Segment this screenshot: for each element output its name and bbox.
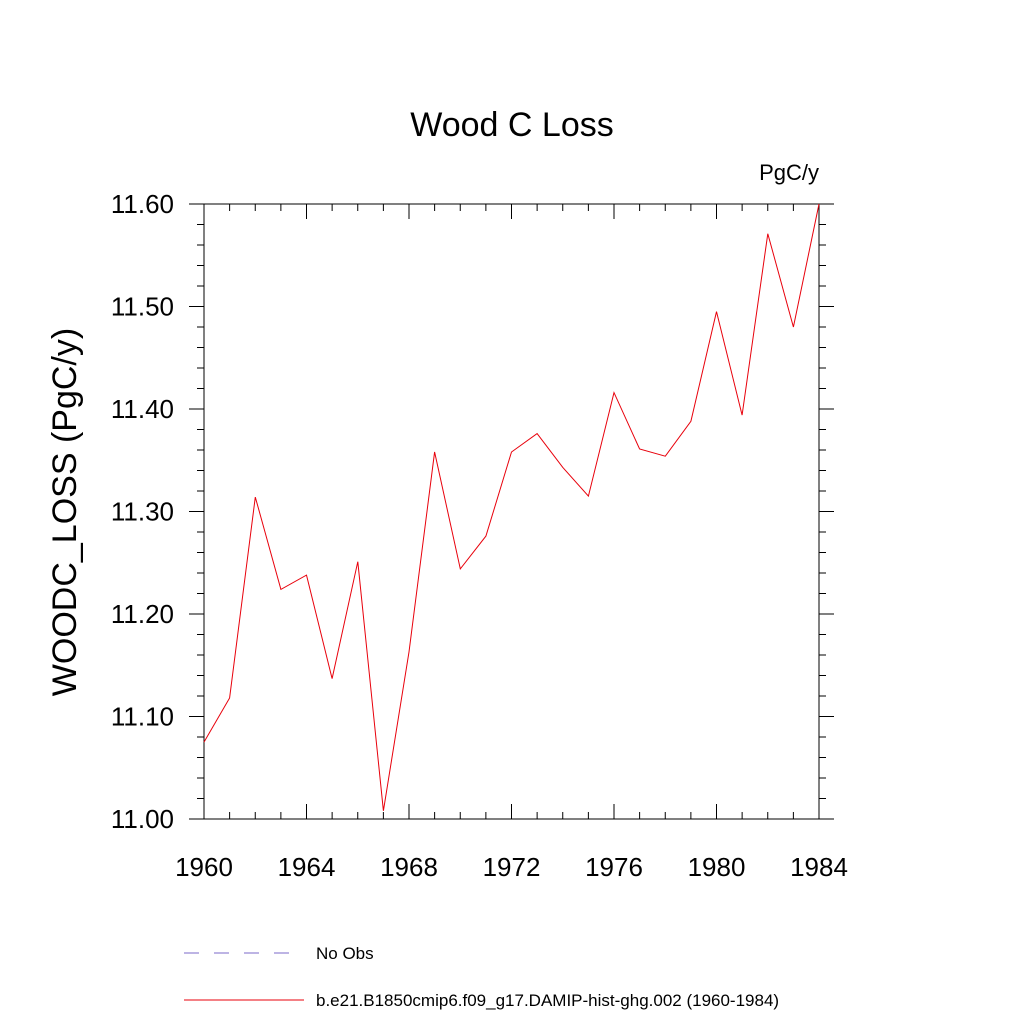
y-tick-label: 11.10 — [111, 702, 174, 732]
y-tick-label: 11.40 — [111, 394, 174, 424]
x-tick-label: 1984 — [790, 852, 848, 882]
y-tick-label: 11.30 — [111, 497, 174, 527]
y-tick-labels: 11.00 11.10 11.20 11.30 11.40 11.50 11.6… — [111, 189, 174, 834]
x-tick-label: 1976 — [585, 852, 643, 882]
legend: No Obs b.e21.B1850cmip6.f09_g17.DAMIP-hi… — [184, 944, 779, 1010]
y-tick-label: 11.20 — [111, 599, 174, 629]
x-tick-labels: 1960 1964 1968 1972 1976 1980 1984 — [175, 852, 848, 882]
x-tick-label: 1972 — [483, 852, 541, 882]
plot-frame — [203, 203, 820, 820]
minor-ticks — [197, 204, 826, 819]
legend-label-no-obs: No Obs — [316, 944, 374, 963]
chart-title: Wood C Loss — [410, 106, 613, 144]
y-tick-label: 11.60 — [111, 189, 174, 219]
legend-label-model: b.e21.B1850cmip6.f09_g17.DAMIP-hist-ghg.… — [316, 991, 779, 1010]
series-line — [203, 203, 820, 811]
major-ticks — [189, 203, 834, 820]
y-axis-label: WOODC_LOSS (PgC/y) — [46, 328, 84, 696]
x-tick-label: 1960 — [175, 852, 233, 882]
x-tick-label: 1968 — [380, 852, 438, 882]
units-label: PgC/y — [759, 160, 819, 185]
x-tick-label: 1980 — [688, 852, 746, 882]
x-tick-label: 1964 — [278, 852, 336, 882]
y-tick-label: 11.00 — [111, 804, 174, 834]
y-tick-label: 11.50 — [111, 292, 174, 322]
